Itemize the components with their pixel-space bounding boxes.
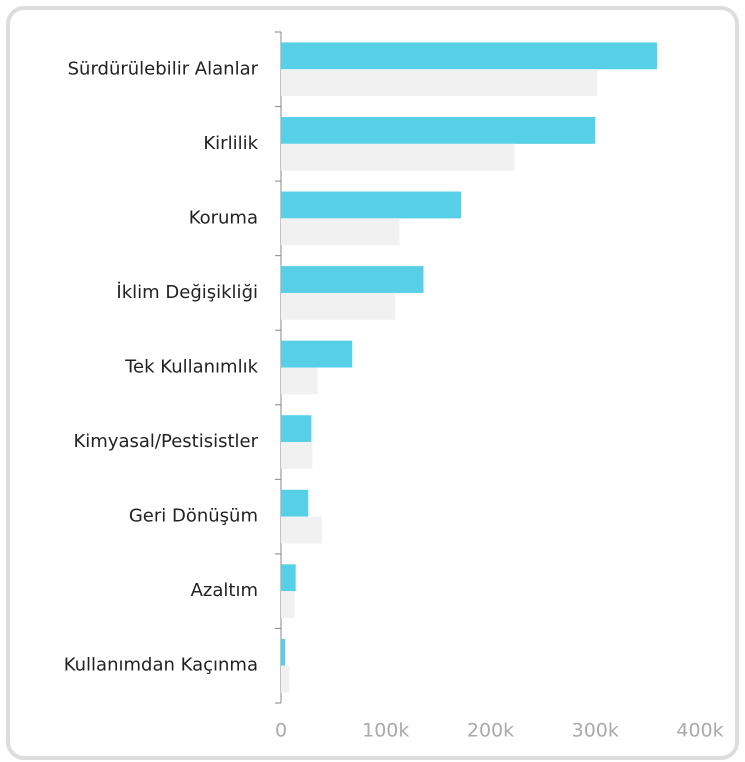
- bar: [281, 591, 295, 619]
- y-tick-label: Kimyasal/Pestisistler: [73, 431, 258, 452]
- x-tick-label: 200k: [467, 720, 514, 742]
- bar: [281, 665, 290, 693]
- bar: [281, 69, 598, 97]
- y-tick-label: Geri Dönüşüm: [129, 506, 258, 527]
- bar: [281, 489, 309, 517]
- bar: [281, 292, 396, 320]
- y-tick-label: Tek Kullanımlık: [124, 357, 258, 378]
- bar: [281, 191, 462, 219]
- frame: [6, 6, 739, 760]
- bar: [281, 340, 353, 368]
- y-tick-label: Koruma: [189, 207, 258, 228]
- bar: [281, 218, 400, 246]
- x-tick-label: 400k: [676, 720, 723, 742]
- x-tick-label: 100k: [362, 720, 409, 742]
- y-tick-label: Kirlilik: [203, 133, 258, 154]
- x-tick-label: 300k: [572, 720, 619, 742]
- bar: [281, 638, 286, 666]
- bar: [281, 564, 296, 592]
- bar: [281, 367, 318, 395]
- bar: [281, 266, 424, 293]
- bar: [281, 143, 515, 171]
- y-tick-label: Sürdürülebilir Alanlar: [68, 58, 259, 79]
- y-tick-label: Kullanımdan Kaçınma: [64, 655, 258, 676]
- y-tick-label: Azaltım: [191, 580, 258, 601]
- bar: [281, 116, 596, 144]
- bar: [281, 415, 312, 443]
- bar: [281, 442, 313, 469]
- bar: [281, 516, 322, 544]
- y-tick-label: İklim Değişikliği: [116, 282, 258, 303]
- x-tick-label: 0: [275, 720, 287, 742]
- bar: [281, 42, 658, 70]
